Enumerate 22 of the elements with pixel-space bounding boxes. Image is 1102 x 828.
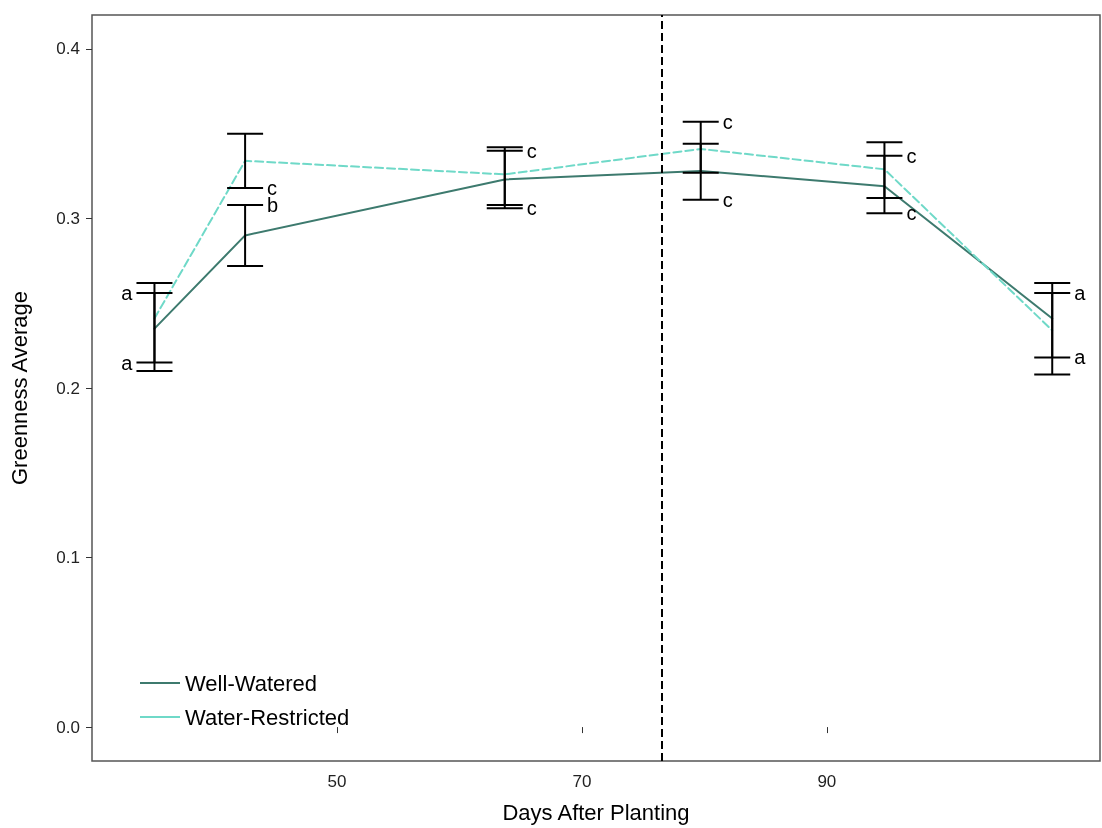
x-tick-label: 90 — [817, 772, 837, 791]
y-tick-label: 0.3 — [56, 208, 80, 228]
legend-label: Well-Watered — [185, 670, 318, 696]
annotation: a — [121, 351, 134, 374]
y-tick-label: 0.2 — [56, 378, 80, 398]
annotation: a — [1074, 346, 1087, 369]
x-tick-label: 70 — [572, 772, 592, 791]
annotation: c — [722, 110, 733, 133]
x-axis-title: Days After Planting — [502, 799, 690, 825]
annotation: a — [121, 282, 134, 305]
y-axis-title: Greenness Average — [6, 290, 32, 486]
legend-label: Water-Restricted — [185, 704, 350, 730]
annotation: c — [526, 139, 537, 162]
annotation: c — [722, 188, 733, 211]
annotation: a — [1074, 282, 1087, 305]
x-tick-label: 50 — [327, 772, 347, 791]
y-tick-label: 0.1 — [56, 548, 80, 568]
annotation: c — [906, 202, 917, 225]
y-tick-label: 0.0 — [56, 717, 80, 737]
y-tick-label: 0.4 — [56, 39, 80, 59]
annotation: c — [526, 197, 537, 220]
annotation: c — [906, 144, 917, 167]
